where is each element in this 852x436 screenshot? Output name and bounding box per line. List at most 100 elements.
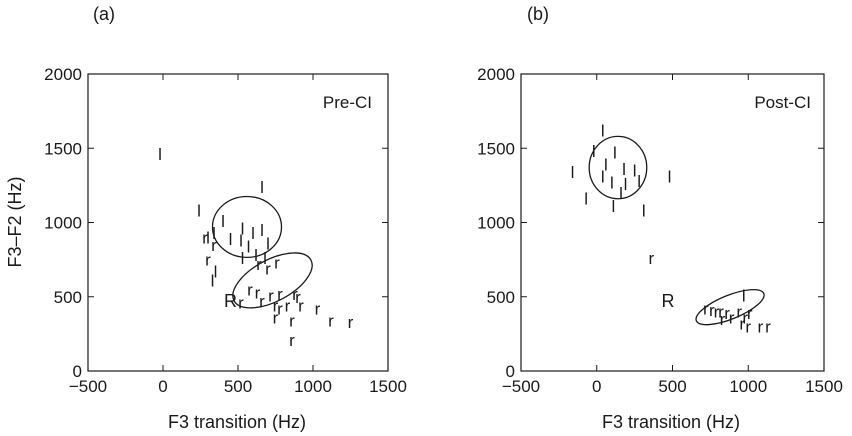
y-tick-label: 1500 <box>44 139 82 158</box>
data-point-l: l <box>239 231 243 250</box>
data-point-l: l <box>633 162 637 181</box>
y-tick-label: 2000 <box>44 65 82 84</box>
data-point-l: l <box>254 246 258 265</box>
data-point-l: l <box>592 142 596 161</box>
data-point-l: l <box>241 219 245 238</box>
panel-a-y-axis-label: F3–F2 (Hz) <box>5 176 25 267</box>
data-point-r: r <box>648 249 654 268</box>
panel-b-ellipse-2 <box>695 288 765 326</box>
data-point-l: l <box>612 197 616 216</box>
data-point-l: l <box>601 121 605 140</box>
data-point-r: r <box>709 301 715 320</box>
data-point-r: r <box>255 283 261 302</box>
panel-a: (a) Pre-CI F3 transition (Hz) F3–F2 (Hz)… <box>5 4 407 432</box>
x-tick-label: 500 <box>224 377 252 396</box>
data-point-r: r <box>289 331 295 350</box>
y-tick-label: 1000 <box>44 214 82 233</box>
x-tick-label: 500 <box>658 377 686 396</box>
data-point-r: r <box>703 300 709 319</box>
data-point-r: r <box>739 314 745 333</box>
y-tick-label: 0 <box>506 362 515 381</box>
data-point-l: l <box>742 286 746 305</box>
x-tick-label: 0 <box>592 377 601 396</box>
data-point-l: l <box>260 221 264 240</box>
data-point-l: l <box>241 249 245 268</box>
data-point-l: l <box>260 178 264 197</box>
data-point-r: r <box>205 251 211 270</box>
data-point-r: r <box>277 300 283 319</box>
y-tick-label: 2000 <box>477 65 515 84</box>
panel-a-x-axis-label: F3 transition (Hz) <box>168 412 306 432</box>
data-point-r: r <box>277 285 283 304</box>
x-tick-label: 1000 <box>294 377 332 396</box>
data-point-r: r <box>265 260 271 279</box>
panel-b: (b) Post-CI F3 transition (Hz) −500 0 500 1… <box>477 4 843 432</box>
data-point-l: l <box>601 167 605 186</box>
panel-a-ellipse-1 <box>211 195 283 259</box>
data-point-l: l <box>642 202 646 221</box>
data-point-l: l <box>266 234 270 253</box>
data-point-l: l <box>604 156 608 175</box>
data-point-r: r <box>720 310 726 329</box>
data-point-l: l <box>610 173 614 192</box>
data-point-r: r <box>256 255 262 274</box>
data-point-r: r <box>295 288 301 307</box>
data-point-l: l <box>619 184 623 203</box>
panel-a-plot-frame <box>87 73 389 372</box>
data-point-r: r <box>742 309 748 328</box>
data-point-r: r <box>348 313 354 332</box>
data-point-r: r <box>259 292 265 311</box>
data-point-l: l <box>668 167 672 186</box>
panel-b-ellipse-1 <box>588 135 648 200</box>
data-point-l: l <box>263 249 267 268</box>
data-point-l: l <box>637 172 641 191</box>
data-point-l: l <box>622 160 626 179</box>
data-point-l: l <box>229 230 233 249</box>
panel-b-annotation: Post-CI <box>754 93 811 112</box>
y-tick-label: 500 <box>54 288 82 307</box>
data-point-r: r <box>211 236 217 255</box>
data-point-r: r <box>729 309 735 328</box>
panel-b-x-axis-label: F3 transition (Hz) <box>602 412 740 432</box>
data-point-r: r <box>247 280 253 299</box>
y-tick-label: 1000 <box>477 214 515 233</box>
data-point-r: r <box>285 297 291 316</box>
data-point-r: r <box>268 286 274 305</box>
data-point-r: r <box>274 254 280 273</box>
data-point-r: r <box>315 300 321 319</box>
data-point-r: r <box>289 312 295 331</box>
data-point-l: l <box>214 263 218 282</box>
data-point-l: l <box>212 224 216 243</box>
data-point-R: R <box>224 291 237 311</box>
data-point-l: l <box>247 237 251 256</box>
panel-a-ellipse-2 <box>232 252 313 309</box>
x-tick-label: 0 <box>158 377 167 396</box>
data-point-r: r <box>273 297 279 316</box>
data-point-l: l <box>613 144 617 163</box>
data-point-r: r <box>765 317 771 336</box>
panel-b-tag: (b) <box>527 4 549 24</box>
data-point-r: r <box>202 228 208 247</box>
panel-b-plot-frame <box>520 73 825 372</box>
x-tick-label: 1500 <box>805 377 843 396</box>
data-point-l: l <box>158 145 162 164</box>
data-point-l: l <box>221 212 225 231</box>
y-tick-label: 500 <box>487 288 515 307</box>
data-point-r: r <box>724 304 730 323</box>
data-point-r: r <box>273 309 279 328</box>
data-point-l: l <box>206 228 210 247</box>
panel-a-annotation: Pre-CI <box>323 93 372 112</box>
data-point-l: l <box>197 202 201 221</box>
data-point-r: r <box>745 317 751 336</box>
data-point-r: r <box>736 303 742 322</box>
data-point-l: l <box>251 224 255 243</box>
x-tick-label: −500 <box>502 377 540 396</box>
x-tick-label: −500 <box>69 377 107 396</box>
data-point-r: r <box>238 294 244 313</box>
data-point-r: r <box>292 285 298 304</box>
y-tick-label: 0 <box>73 362 82 381</box>
data-point-r: r <box>718 303 724 322</box>
x-tick-label: 1000 <box>729 377 767 396</box>
data-point-l: l <box>624 175 628 194</box>
